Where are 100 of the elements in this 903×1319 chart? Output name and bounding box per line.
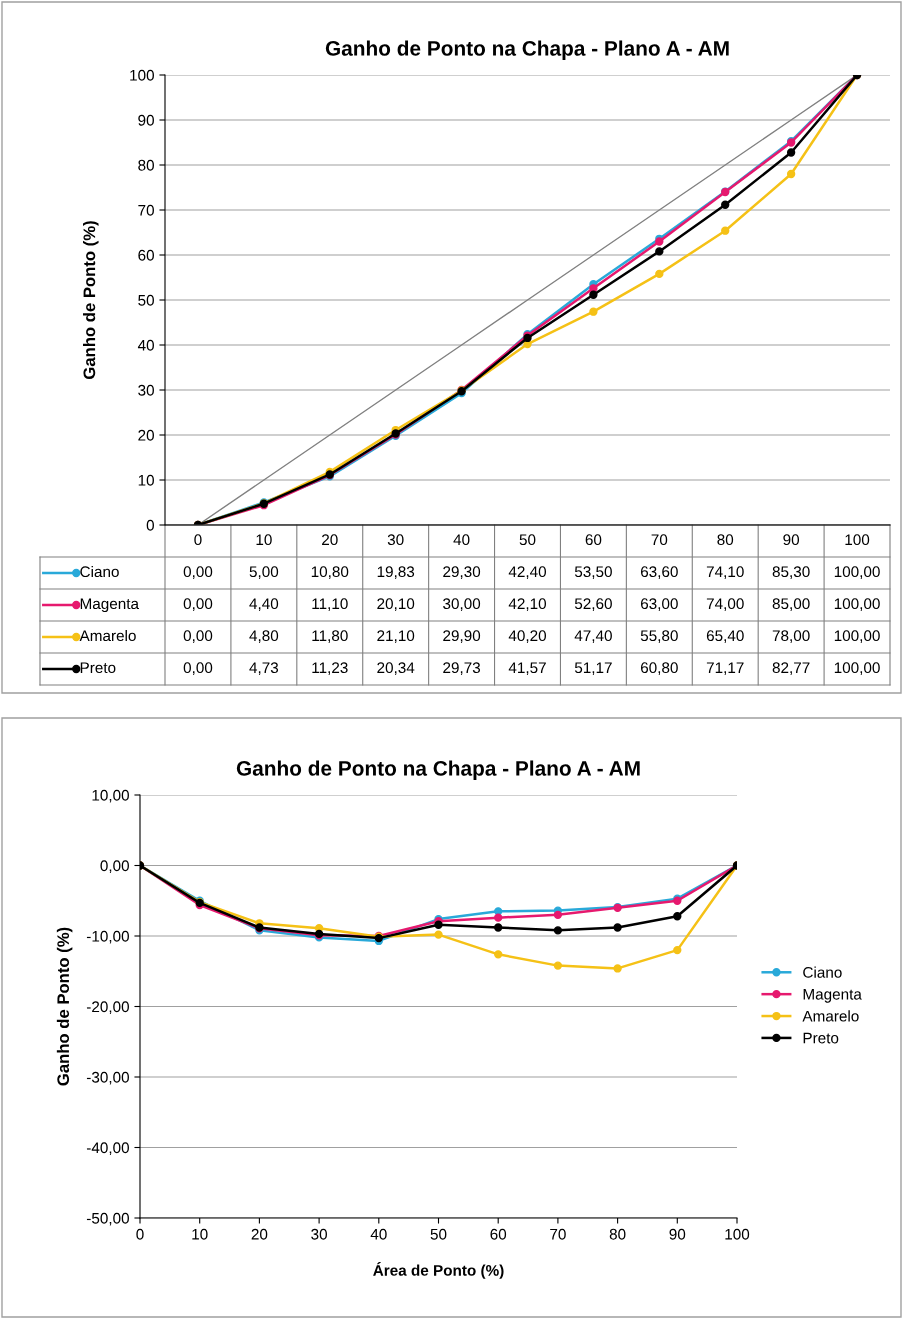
point (613, 964, 622, 973)
x-tick-label: 90 (669, 1228, 686, 1240)
data-label: 63,00 (640, 598, 678, 611)
y-tick-label: 80 (138, 159, 154, 171)
point (655, 247, 664, 256)
x-tick-label: 70 (550, 1228, 566, 1240)
data-label: 65,40 (706, 630, 744, 643)
data-label: 40,20 (508, 630, 547, 643)
data-label: 78,00 (772, 630, 810, 643)
legend-label: Preto (803, 1032, 839, 1044)
data-label: 30,00 (443, 598, 481, 611)
data-label: 11,23 (312, 662, 348, 675)
data-label: 63,60 (640, 566, 678, 579)
data-label: 29,73 (443, 662, 481, 675)
data-label: 0,00 (183, 566, 213, 579)
x-tick-label: 90 (783, 534, 800, 546)
data-label: 100,00 (834, 662, 880, 675)
data-label: 100,00 (834, 630, 880, 643)
point (673, 912, 682, 921)
data-label: 47,40 (574, 630, 612, 643)
point (553, 910, 563, 920)
data-label: 0,00 (183, 662, 213, 675)
point (673, 945, 682, 955)
legend-label: Magenta (80, 598, 139, 613)
point (553, 961, 563, 970)
point (589, 307, 598, 316)
chart-title: Ganho de Ponto na Chapa - Plano A - AM (325, 40, 729, 60)
data-label: 20,34 (377, 662, 415, 675)
data-label: 82,77 (772, 662, 810, 675)
data-label: 53,50 (574, 566, 612, 579)
x-tick-label: 50 (430, 1228, 447, 1240)
data-label: 74,00 (706, 598, 744, 611)
x-tick-label: 20 (322, 534, 338, 546)
y-tick-label: -20,00 (86, 1001, 129, 1014)
x-axis-title: Área de Ponto (%) (373, 1262, 504, 1279)
y-tick-label: 60 (138, 249, 154, 261)
data-label: 51,17 (574, 662, 612, 675)
y-tick-label: -50,00 (86, 1212, 129, 1226)
x-tick-label: 80 (609, 1228, 626, 1240)
legend-label: Preto (80, 662, 116, 674)
y-tick-label: 0 (146, 519, 154, 531)
data-label: 0,00 (183, 598, 213, 611)
x-tick-label: 10 (256, 534, 272, 546)
y-axis-title: Ganho de Ponto (%) (83, 221, 99, 379)
data-label: 52,60 (574, 598, 612, 611)
data-label: 42,40 (508, 566, 547, 579)
y-tick-label: 70 (138, 204, 154, 216)
data-label: 0,00 (183, 630, 213, 643)
point (786, 169, 796, 179)
data-label: 74,10 (706, 566, 744, 579)
data-label: 11,80 (312, 630, 348, 643)
legend-label: Magenta (803, 989, 862, 1003)
x-tick-label: 0 (194, 534, 202, 546)
legend-label: Ciano (803, 966, 842, 978)
data-label: 42,10 (508, 598, 547, 611)
y-tick-label: 90 (138, 114, 154, 126)
data-label: 4,73 (249, 662, 279, 675)
data-label: 85,30 (772, 566, 810, 579)
y-tick-label: 30 (138, 384, 154, 396)
x-tick-label: 40 (453, 534, 470, 546)
data-label: 60,80 (640, 662, 678, 675)
x-tick-label: 10 (192, 1228, 208, 1240)
data-label: 41,57 (508, 662, 546, 675)
point (613, 923, 622, 932)
point (786, 148, 796, 157)
point (589, 284, 598, 293)
data-label: 29,90 (443, 630, 481, 643)
point (494, 913, 503, 922)
point (589, 290, 598, 299)
y-tick-label: -30,00 (86, 1071, 129, 1085)
x-tick-label: 60 (585, 534, 602, 546)
data-label: 5,00 (249, 566, 279, 579)
data-label: 29,30 (443, 566, 481, 579)
point (721, 200, 730, 209)
legend-label: Amarelo (79, 629, 136, 642)
data-label: 19,83 (377, 566, 415, 579)
data-label: 4,80 (249, 630, 279, 643)
x-tick-label: 100 (725, 1228, 750, 1240)
x-tick-label: 20 (251, 1228, 268, 1240)
data-label: 20,10 (377, 598, 415, 611)
legend-label: Amarelo (802, 1010, 859, 1022)
y-tick-label: 20 (138, 429, 154, 441)
y-tick-label: -10,00 (86, 930, 129, 944)
point (494, 907, 503, 916)
point (494, 950, 503, 959)
y-tick-label: 10 (138, 474, 154, 486)
y-axis-title: Ganho de Ponto (%) (56, 927, 73, 1086)
data-label: 71,17 (706, 662, 744, 675)
y-tick-label: 40 (137, 339, 154, 351)
y-tick-label: 50 (138, 294, 154, 306)
x-tick-label: 80 (717, 534, 734, 546)
data-label: 85,00 (772, 598, 810, 611)
x-tick-label: 100 (845, 534, 870, 546)
data-label: 100,00 (834, 598, 880, 611)
data-label: 21,10 (377, 630, 415, 643)
x-tick-label: 70 (651, 534, 668, 546)
x-tick-label: 50 (519, 534, 536, 546)
data-label: 10,80 (311, 566, 349, 579)
data-label: 4,40 (249, 598, 279, 611)
y-tick-label: 10,00 (92, 789, 129, 803)
